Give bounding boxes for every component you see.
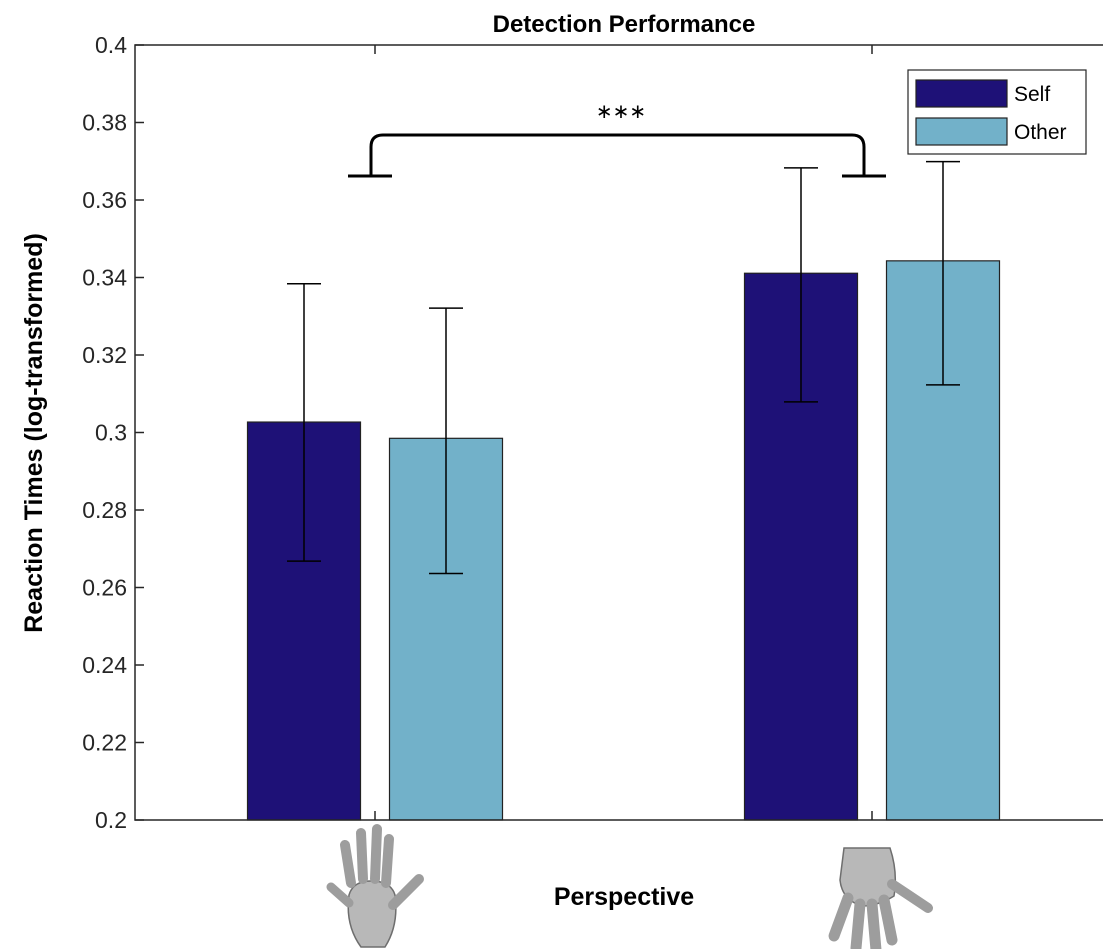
y-axis-label: Reaction Times (log-transformed) bbox=[20, 233, 48, 633]
significance-bracket: ∗∗∗ bbox=[348, 99, 886, 178]
y-tick-label: 0.38 bbox=[82, 110, 127, 136]
bracket-line bbox=[369, 133, 866, 175]
y-tick-label: 0.2 bbox=[95, 807, 127, 833]
y-tick-label: 0.34 bbox=[82, 265, 127, 291]
legend: Self Other bbox=[907, 69, 1087, 155]
legend-swatch-other bbox=[915, 117, 1008, 146]
y-tick-label: 0.3 bbox=[95, 420, 127, 446]
error-bars bbox=[287, 160, 960, 575]
x-axis bbox=[374, 45, 873, 820]
y-tick-label: 0.36 bbox=[82, 187, 127, 213]
chart-title: Detection Performance bbox=[493, 11, 756, 38]
hand-back-icon bbox=[828, 847, 933, 949]
y-tick-label: 0.28 bbox=[82, 497, 127, 523]
y-tick-label: 0.4 bbox=[95, 32, 127, 58]
y-tick-label: 0.26 bbox=[82, 575, 127, 601]
bars bbox=[246, 260, 1001, 821]
significance-label: ∗∗∗ bbox=[596, 99, 646, 123]
legend-swatch-self bbox=[915, 79, 1008, 108]
legend-label-self: Self bbox=[1014, 83, 1050, 106]
y-tick-label: 0.22 bbox=[82, 730, 127, 756]
hand-palm-icon bbox=[326, 824, 424, 948]
y-tick-label: 0.32 bbox=[82, 342, 127, 368]
y-tick-label: 0.24 bbox=[82, 652, 127, 678]
legend-label-other: Other bbox=[1014, 121, 1067, 144]
x-axis-label: Perspective bbox=[554, 883, 694, 911]
y-axis: 0.2 0.22 0.24 0.26 0.28 0.3 0.32 0.34 0.36 0.38 0.… bbox=[82, 32, 144, 833]
category-icons bbox=[326, 824, 933, 949]
axes-box bbox=[134, 44, 1103, 821]
